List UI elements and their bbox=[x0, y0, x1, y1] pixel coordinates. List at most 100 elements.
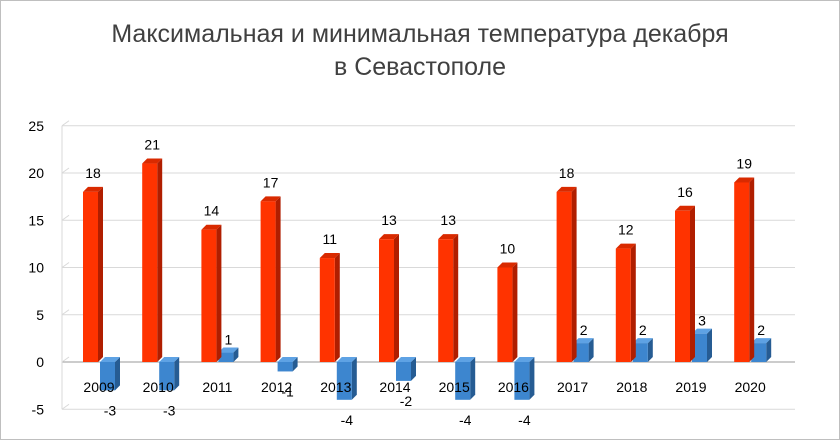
bar-top-face bbox=[615, 243, 636, 249]
y-tick-label: 15 bbox=[28, 212, 44, 228]
min-temp-bar bbox=[336, 357, 357, 400]
bar-top-face bbox=[159, 357, 180, 362]
min-temp-bar bbox=[751, 338, 772, 362]
bar-front-face bbox=[438, 239, 454, 362]
x-tick-label: 2017 bbox=[557, 379, 588, 395]
bar-front-face bbox=[379, 239, 394, 362]
max-temp-data-label: 11 bbox=[323, 231, 338, 247]
bar-side-face bbox=[351, 357, 357, 400]
bar-side-face bbox=[411, 357, 416, 381]
max-temp-data-label: 13 bbox=[440, 212, 456, 228]
bar-top-face bbox=[336, 357, 357, 362]
min-temp-data-label: 2 bbox=[580, 322, 588, 338]
bar-top-face bbox=[100, 357, 120, 362]
bar-top-face bbox=[734, 177, 755, 183]
x-tick-label: 2020 bbox=[735, 379, 766, 395]
bar-top-face bbox=[379, 234, 399, 240]
bar-front-face bbox=[260, 201, 276, 362]
gridline-depth bbox=[61, 356, 70, 363]
bar-front-face bbox=[556, 191, 572, 362]
bar-top-face bbox=[455, 357, 476, 362]
bar-front-face bbox=[455, 362, 471, 400]
bar-side-face bbox=[707, 328, 712, 362]
chart-title: Максимальная и минимальная температура д… bbox=[0, 18, 840, 84]
bar-side-face bbox=[157, 158, 163, 362]
bar-top-face bbox=[632, 338, 653, 344]
max-temp-data-label: 16 bbox=[677, 184, 693, 200]
min-temp-data-label: 2 bbox=[757, 322, 765, 338]
y-tick-label: -5 bbox=[32, 401, 45, 417]
min-temp-bar bbox=[632, 338, 653, 362]
max-temp-bar bbox=[260, 196, 281, 362]
max-temp-bar bbox=[497, 262, 518, 362]
x-tick-label: 2019 bbox=[675, 379, 706, 395]
bar-side-face bbox=[115, 357, 120, 391]
min-temp-data-label: 3 bbox=[698, 313, 706, 329]
bar-top-face bbox=[83, 186, 103, 192]
bar-front-face bbox=[675, 210, 690, 362]
min-temp-bar bbox=[455, 357, 476, 400]
bar-front-face bbox=[573, 343, 589, 362]
bar-top-face bbox=[277, 357, 298, 362]
min-temp-bar bbox=[514, 357, 535, 400]
min-temp-data-label: -1 bbox=[281, 383, 294, 399]
max-temp-data-label: 14 bbox=[204, 203, 220, 219]
bar-top-face bbox=[218, 347, 239, 353]
max-temp-data-label: 13 bbox=[381, 212, 397, 228]
min-temp-bar bbox=[218, 347, 239, 362]
min-temp-data-label: -3 bbox=[104, 402, 117, 418]
max-temp-bar bbox=[438, 234, 459, 362]
bar-top-face bbox=[260, 196, 281, 202]
bar-top-face bbox=[438, 234, 459, 240]
max-temp-bar bbox=[142, 158, 163, 362]
max-temp-data-label: 12 bbox=[618, 222, 634, 238]
min-temp-data-label: -2 bbox=[400, 393, 413, 409]
bar-front-face bbox=[319, 258, 335, 362]
max-temp-bar bbox=[615, 243, 636, 362]
bar-top-face bbox=[675, 205, 695, 211]
bar-side-face bbox=[749, 177, 755, 362]
x-tick-label: 2009 bbox=[83, 379, 114, 395]
bar-top-face bbox=[142, 158, 163, 164]
max-temp-bar bbox=[379, 234, 399, 362]
x-tick-label: 2013 bbox=[320, 379, 351, 395]
gridline-depth bbox=[61, 167, 70, 174]
bar-top-face bbox=[514, 357, 535, 362]
max-temp-bar bbox=[675, 205, 695, 362]
x-tick-label: 2014 bbox=[379, 379, 410, 395]
bar-front-face bbox=[615, 248, 631, 362]
bar-top-face bbox=[751, 338, 772, 344]
bar-side-face bbox=[275, 196, 281, 362]
bar-top-face bbox=[319, 253, 340, 259]
bar-top-face bbox=[692, 328, 712, 334]
bar-side-face bbox=[98, 186, 103, 362]
bar-front-face bbox=[277, 362, 293, 372]
x-tick-label: 2015 bbox=[439, 379, 470, 395]
min-temp-data-label: -4 bbox=[341, 412, 354, 428]
bar-side-face bbox=[453, 234, 459, 362]
bar-front-face bbox=[100, 362, 115, 391]
max-temp-data-label: 10 bbox=[500, 241, 516, 257]
gridline-depth bbox=[61, 120, 70, 127]
bar-side-face bbox=[766, 338, 772, 362]
bar-top-face bbox=[396, 357, 416, 362]
bar-front-face bbox=[159, 362, 175, 391]
bar-top-face bbox=[497, 262, 518, 268]
max-temp-data-label: 18 bbox=[85, 165, 101, 181]
y-tick-label: 25 bbox=[28, 118, 44, 134]
gridline-depth bbox=[61, 262, 70, 268]
bar-side-face bbox=[512, 262, 518, 362]
min-temp-bar bbox=[573, 338, 594, 362]
y-tick-label: 10 bbox=[28, 260, 44, 276]
min-temp-bar bbox=[277, 357, 298, 372]
bar-front-face bbox=[497, 267, 513, 362]
bar-top-face bbox=[201, 224, 222, 230]
bar-side-face bbox=[588, 338, 594, 362]
gridline-depth bbox=[61, 309, 70, 316]
min-temp-data-label: -4 bbox=[459, 412, 472, 428]
gridline-depth bbox=[61, 403, 70, 410]
min-temp-bar bbox=[692, 328, 712, 362]
bar-top-face bbox=[556, 186, 577, 192]
bar-front-face bbox=[218, 352, 234, 362]
